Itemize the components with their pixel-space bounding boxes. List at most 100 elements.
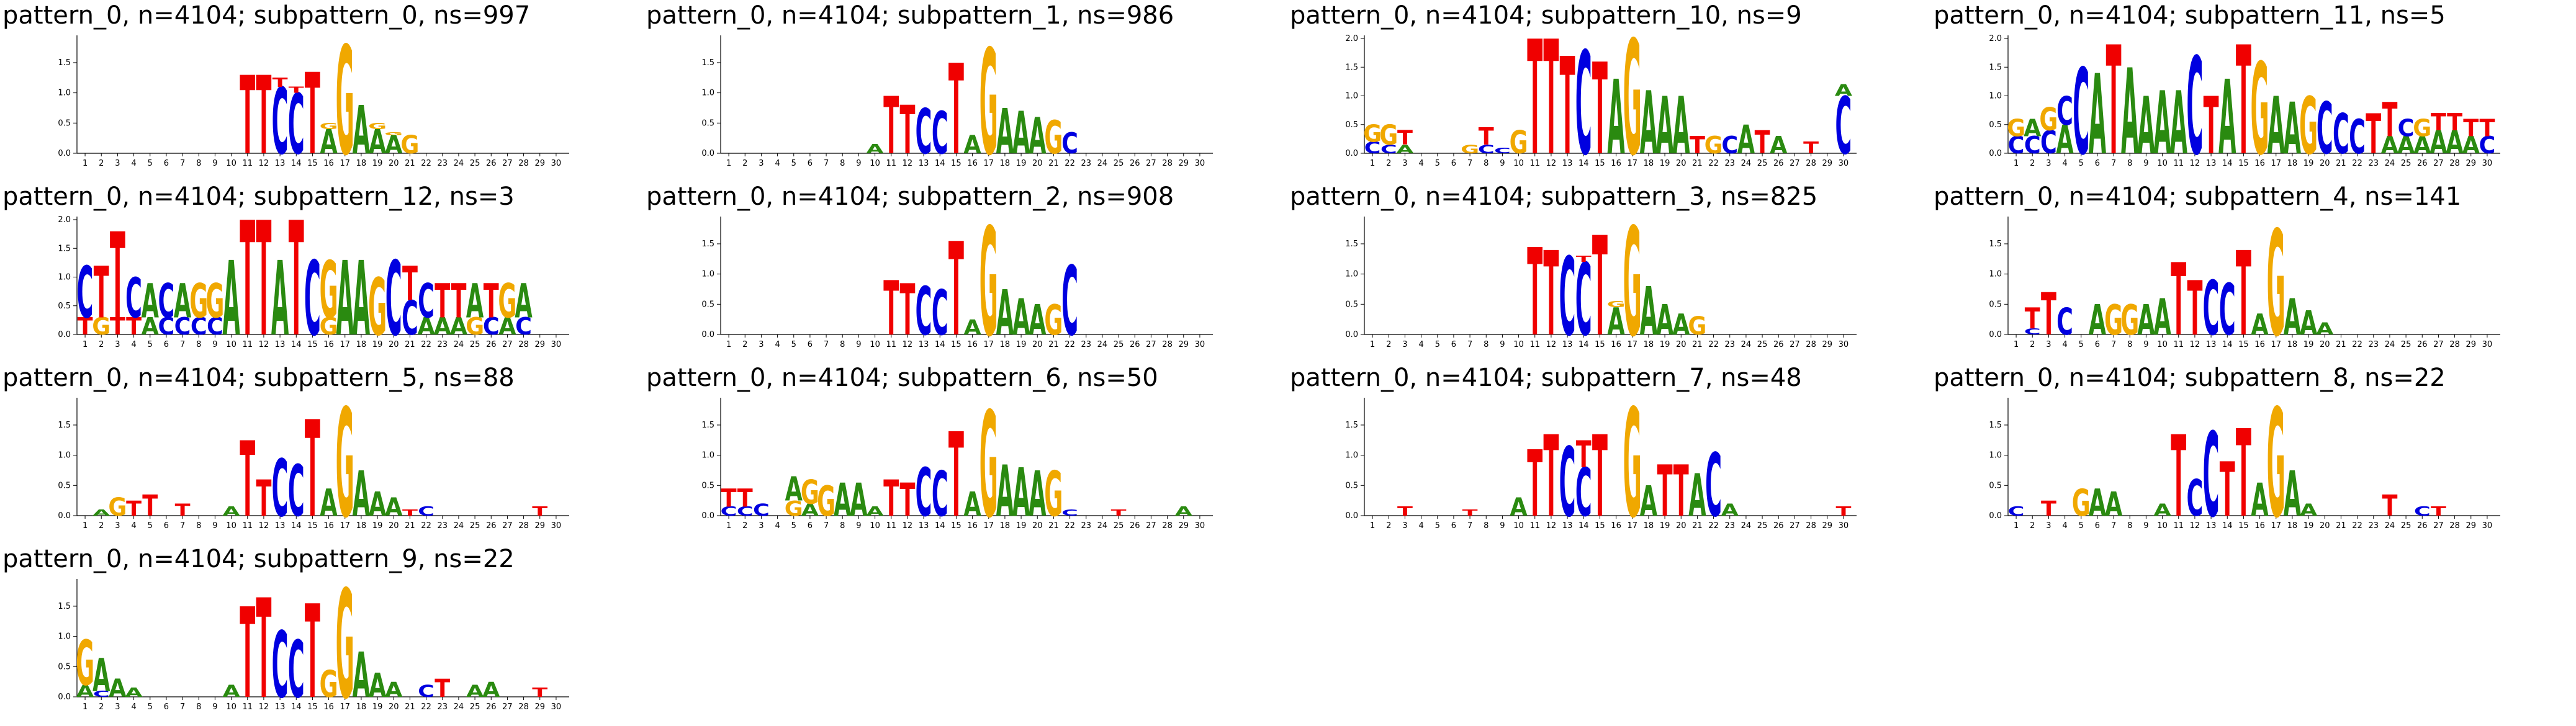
x-tick-label: 7 <box>180 340 185 349</box>
x-tick-label: 19 <box>1660 159 1670 168</box>
x-tick-label: 27 <box>502 340 513 349</box>
x-tick-label: 13 <box>919 521 929 531</box>
y-tick-label: 1.5 <box>1989 421 2002 430</box>
x-tick-label: 18 <box>1000 159 1011 168</box>
x-tick-label: 23 <box>437 702 448 712</box>
panel-title: pattern_0, n=4104; subpattern_10, ns=9 <box>1290 1 1802 30</box>
panel-title: pattern_0, n=4104; subpattern_3, ns=825 <box>1290 182 1818 211</box>
x-tick-label: 18 <box>2287 159 2298 168</box>
logo-panel: pattern_0, n=4104; subpattern_1, ns=986 0… <box>646 1 1290 188</box>
logo-letter-a: A <box>1721 500 1739 520</box>
x-tick-label: 10 <box>2157 340 2168 349</box>
logo-letter-t: T <box>110 312 125 340</box>
x-tick-label: 2 <box>99 159 104 168</box>
logo-letter-t: T <box>1397 504 1413 519</box>
x-tick-label: 20 <box>2320 521 2330 531</box>
x-tick-label: 5 <box>791 521 796 531</box>
logo-letter-a: A <box>2121 45 2138 182</box>
logo-letter-t: T <box>256 189 271 372</box>
logo-letter-t: T <box>272 76 288 90</box>
x-tick-label: 14 <box>1578 521 1589 531</box>
logo-plot: 0.00.51.01.51 2 3 4 5 6 7 8 9 10 11 12 13 14 15 16 17 18 1… <box>1345 379 1857 551</box>
x-tick-label: 24 <box>1741 340 1752 349</box>
x-tick-label: 8 <box>1484 159 1488 168</box>
x-tick-label: 7 <box>2111 159 2116 168</box>
y-tick-label: 1.0 <box>58 273 71 282</box>
x-tick-label: 22 <box>2352 159 2362 168</box>
logo-letter-c: C <box>77 251 94 334</box>
x-tick-label: 9 <box>1500 159 1505 168</box>
y-tick-label: 0.0 <box>58 692 71 702</box>
logo-letter-t: T <box>2236 405 2251 544</box>
x-tick-label: 9 <box>1500 340 1505 349</box>
x-tick-label: 4 <box>775 159 780 168</box>
x-tick-label: 1 <box>1370 340 1375 349</box>
logo-letter-c: C <box>737 504 754 519</box>
logo-letter-a: A <box>385 678 402 702</box>
logo-letter-a: A <box>369 485 387 524</box>
x-tick-label: 11 <box>242 702 253 712</box>
logo-letter-a: A <box>2251 473 2268 527</box>
logo-letter-c: C <box>288 450 305 532</box>
logo-letter-t: T <box>305 49 320 180</box>
logo-letter-c: C <box>158 312 175 340</box>
x-tick-label: 27 <box>1146 340 1156 349</box>
x-tick-label: 24 <box>1097 521 1108 531</box>
x-tick-label: 23 <box>2368 159 2379 168</box>
x-tick-label: 11 <box>1529 159 1540 168</box>
x-tick-label: 15 <box>307 159 318 168</box>
logo-plot: 0.00.51.01.52.01 2 3 4 5 6 7 8 9 10 11 12 13 14 15 16 17… <box>1989 14 2500 189</box>
x-tick-label: 8 <box>196 702 201 712</box>
y-tick-label: 1.5 <box>701 58 714 68</box>
y-tick-label: 0.5 <box>1989 481 2002 490</box>
logo-letter-t: T <box>2171 243 2186 358</box>
x-tick-label: 17 <box>983 159 994 168</box>
logo-letter-t: T <box>1657 450 1673 532</box>
x-tick-label: 5 <box>2079 521 2084 531</box>
logo-letter-c: C <box>1364 139 1381 157</box>
logo-letter-g: G <box>1044 296 1063 344</box>
x-tick-label: 8 <box>1484 340 1488 349</box>
logo-letter-c: C <box>2219 269 2236 351</box>
logo-letter-a: A <box>92 508 110 518</box>
x-tick-label: 23 <box>2368 340 2379 349</box>
logo-letter-a: A <box>336 240 354 359</box>
y-tick-label: 1.0 <box>58 89 71 98</box>
y-tick-label: 1.0 <box>1989 92 2002 101</box>
x-tick-label: 25 <box>1757 521 1768 531</box>
x-tick-label: 23 <box>1724 159 1735 168</box>
logo-plot: 0.00.51.01.51 2 3 4 5 6 7 8 9 10 11 12 13 14 15 16 17 18 1… <box>58 560 569 726</box>
x-tick-label: 3 <box>115 340 120 349</box>
x-tick-label: 11 <box>2173 521 2184 531</box>
x-tick-label: 21 <box>405 159 415 168</box>
x-tick-label: 1 <box>726 340 731 349</box>
logo-letter-t: T <box>484 274 499 329</box>
logo-panel: pattern_0, n=4104; subpattern_8, ns=22 0.… <box>1934 364 2576 551</box>
x-tick-label: 6 <box>1451 521 1456 531</box>
x-tick-label: 16 <box>967 159 978 168</box>
x-tick-label: 7 <box>180 521 185 531</box>
x-tick-label: 22 <box>1065 521 1075 531</box>
x-tick-label: 12 <box>2190 521 2200 531</box>
x-tick-label: 16 <box>967 521 978 531</box>
x-tick-label: 2 <box>742 521 747 531</box>
logo-plot: 0.00.51.01.51 2 3 4 5 6 7 8 9 10 11 12 13 14 15 16 17 18 1… <box>58 379 569 551</box>
logo-letter-g: G <box>2007 114 2025 142</box>
x-tick-label: 11 <box>1529 340 1540 349</box>
y-tick-label: 0.0 <box>1989 149 2002 158</box>
panel-title: pattern_0, n=4104; subpattern_11, ns=5 <box>1934 1 2446 30</box>
x-tick-label: 12 <box>1546 340 1557 349</box>
logo-letter-g: G <box>368 122 387 132</box>
x-tick-label: 16 <box>323 159 334 168</box>
logo-letter-g: G <box>1705 131 1723 159</box>
x-tick-label: 17 <box>2271 521 2281 531</box>
x-tick-label: 14 <box>1578 340 1589 349</box>
x-tick-label: 30 <box>2482 340 2493 349</box>
logo-letter-a: A <box>1688 462 1706 529</box>
x-tick-label: 9 <box>212 521 217 531</box>
x-tick-label: 5 <box>1435 159 1440 168</box>
x-tick-label: 4 <box>1418 521 1423 531</box>
logo-letter-a: A <box>1607 59 1624 178</box>
x-tick-label: 18 <box>1644 159 1654 168</box>
